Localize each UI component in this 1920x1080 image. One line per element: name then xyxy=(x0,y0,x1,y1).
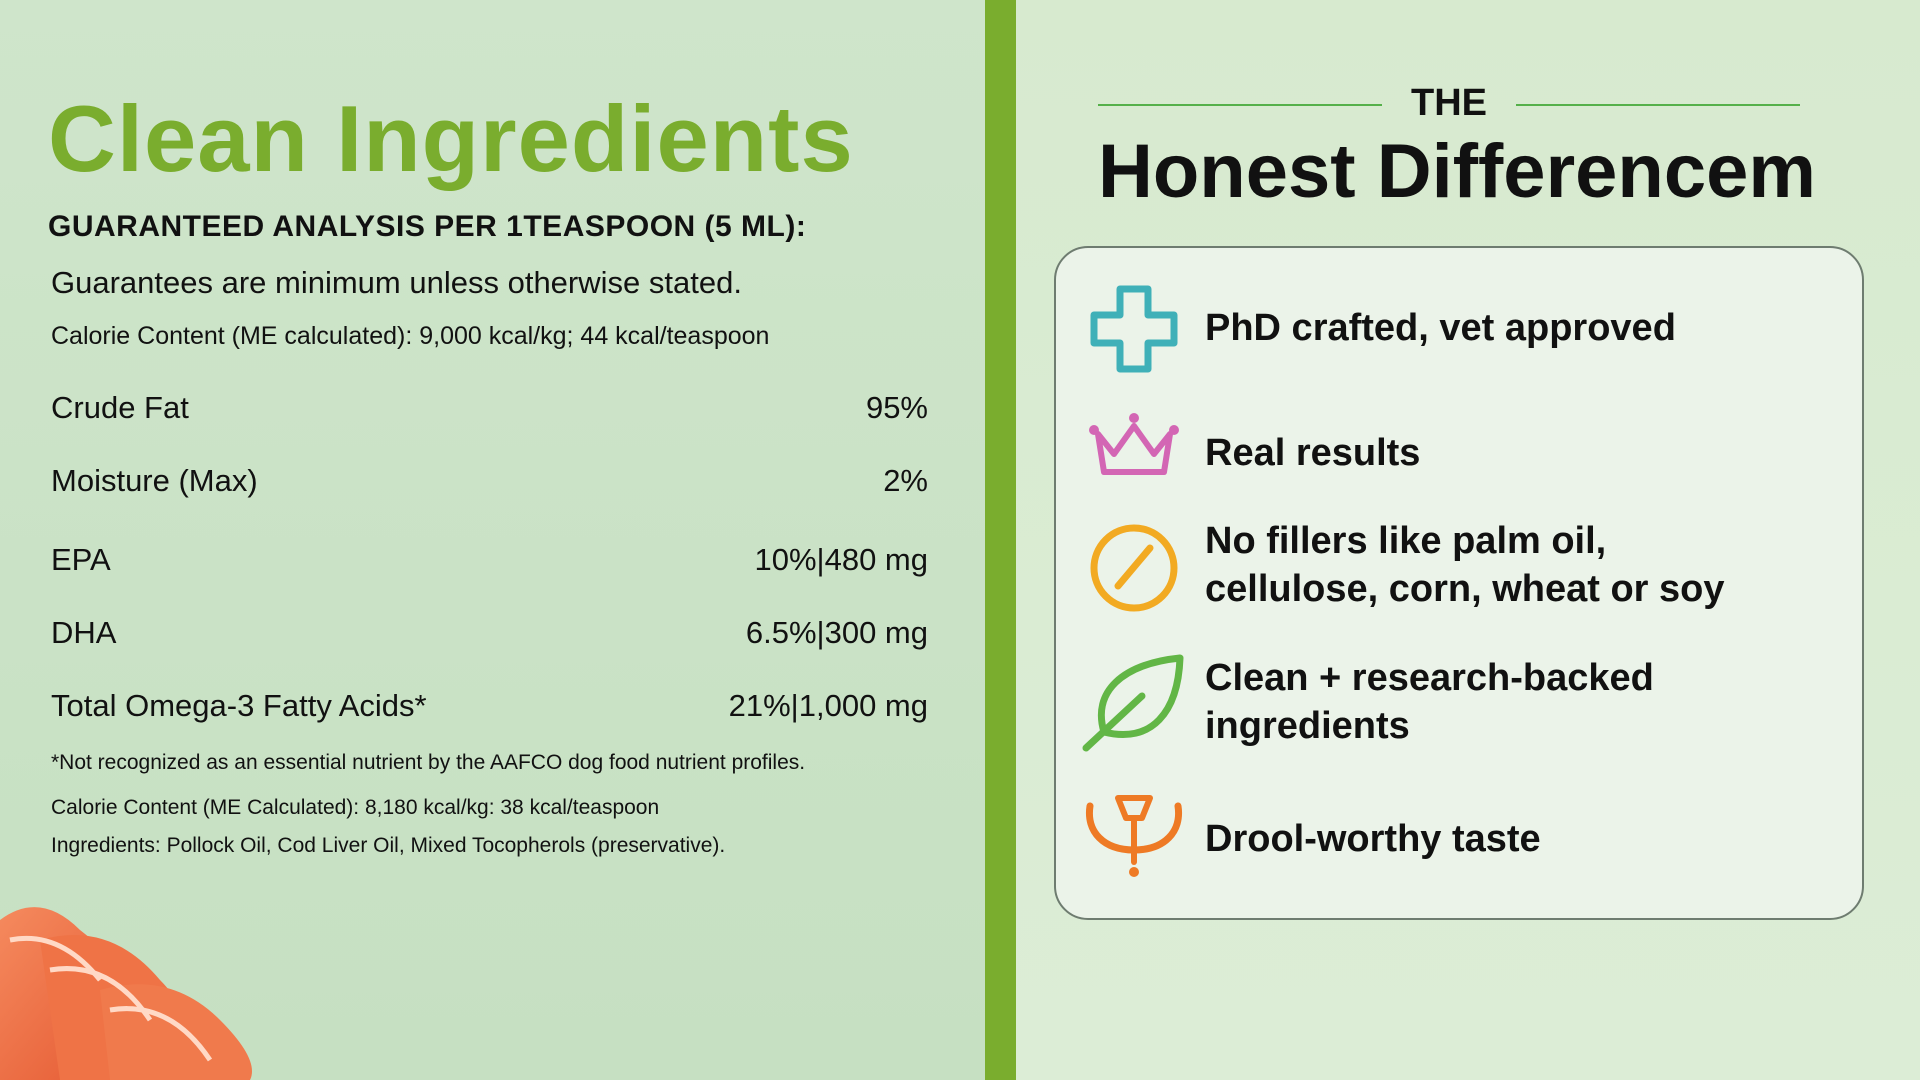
divider-line xyxy=(1098,104,1382,106)
analysis-row-crude-fat: Crude Fat 95% xyxy=(51,390,928,426)
feature-line: cellulose, corn, wheat or soy xyxy=(1205,567,1725,610)
features-card xyxy=(1054,246,1864,920)
analysis-row-omega-3: Total Omega-3 Fatty Acids* 21%|1,000 mg xyxy=(51,688,928,724)
the-label-row: THE xyxy=(1098,80,1800,130)
left-panel: Clean Ingredients GUARANTEED ANALYSIS PE… xyxy=(0,0,985,1080)
prohibited-icon xyxy=(1090,524,1178,612)
analysis-value: 2% xyxy=(883,463,928,498)
feature-text: No fillers like palm oil, cellulose, cor… xyxy=(1205,518,1725,613)
analysis-row-epa: EPA 10%|480 mg xyxy=(51,542,928,578)
analysis-value: 10%|480 mg xyxy=(754,542,929,577)
feature-line: Drool-worthy taste xyxy=(1205,818,1541,860)
analysis-row-moisture: Moisture (Max) 2% xyxy=(51,463,928,499)
feature-text: Drool-worthy taste xyxy=(1205,816,1541,864)
analysis-value: 6.5%|300 mg xyxy=(745,615,928,650)
feature-text: PhD crafted, vet approved xyxy=(1205,305,1676,353)
aafco-footnote: *Not recognized as an essential nutrient… xyxy=(51,751,806,774)
panel-divider xyxy=(985,0,1016,1080)
analysis-label: Moisture (Max) xyxy=(51,463,258,498)
calorie-content-line: Calorie Content (ME Calculated): 8,180 k… xyxy=(51,796,660,819)
analysis-label: Crude Fat xyxy=(51,390,189,425)
section-heading: Honest Differencem xyxy=(1098,129,1816,214)
crown-icon xyxy=(1089,413,1179,475)
dog-bowl-icon xyxy=(1085,795,1183,877)
salmon-image xyxy=(0,907,252,1080)
guarantee-note: Guarantees are minimum unless otherwise … xyxy=(51,265,742,300)
page-title: Clean Ingredients xyxy=(48,86,854,191)
analysis-label: EPA xyxy=(51,542,111,577)
analysis-heading: GUARANTEED ANALYSIS PER 1TEASPOON (5 ML)… xyxy=(48,210,807,243)
feature-line: ingredients xyxy=(1205,704,1410,747)
analysis-value: 95% xyxy=(865,390,928,425)
analysis-label: DHA xyxy=(51,615,117,650)
feature-line: PhD crafted, vet approved xyxy=(1205,307,1676,349)
feature-text: Clean + research-backed ingredients xyxy=(1205,655,1654,750)
leaf-icon xyxy=(1082,654,1184,752)
feature-line: No fillers like palm oil, xyxy=(1205,520,1607,562)
analysis-label: Total Omega-3 Fatty Acids* xyxy=(51,688,427,723)
divider-line xyxy=(1516,104,1800,106)
feature-line: Real results xyxy=(1205,432,1421,474)
analysis-value: 21%|1,000 mg xyxy=(728,688,928,723)
calorie-content-line: Calorie Content (ME calculated): 9,000 k… xyxy=(51,322,770,350)
feature-text: Real results xyxy=(1205,430,1420,478)
analysis-row-dha: DHA 6.5%|300 mg xyxy=(51,615,928,651)
ingredients-line: Ingredients: Pollock Oil, Cod Liver Oil,… xyxy=(51,834,726,857)
feature-line: Clean + research-backed xyxy=(1205,657,1654,699)
medical-cross-icon xyxy=(1090,285,1178,373)
the-label: THE xyxy=(1411,82,1487,124)
